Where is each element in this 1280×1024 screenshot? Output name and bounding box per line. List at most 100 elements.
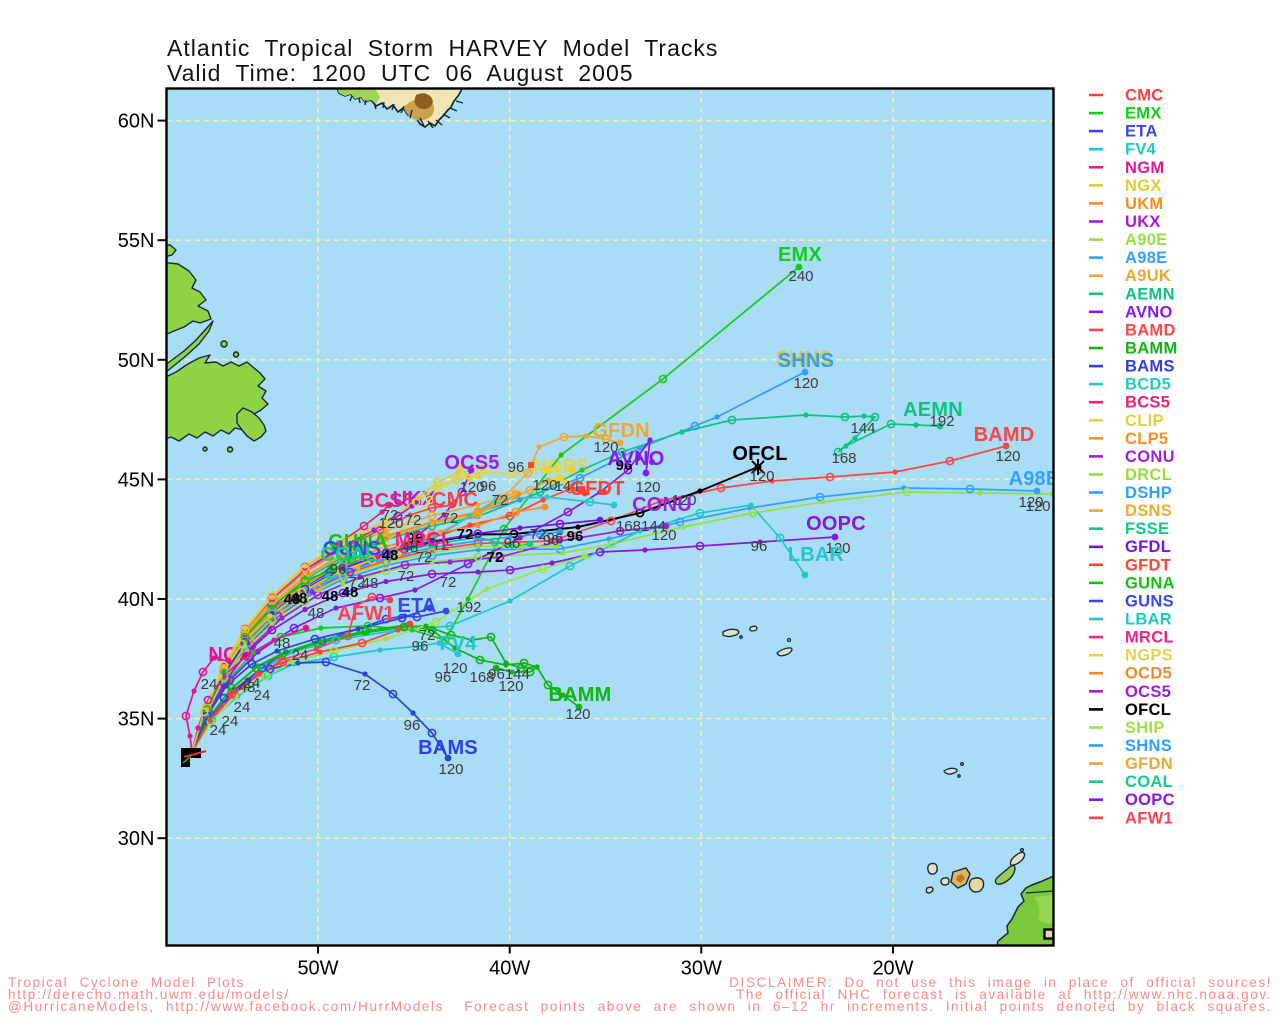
svg-text:24: 24 (254, 687, 271, 704)
svg-text:72: 72 (457, 526, 474, 543)
svg-text:BAMD: BAMD (1125, 321, 1176, 339)
svg-text:30W: 30W (681, 958, 722, 980)
svg-text:MRCL: MRCL (1125, 629, 1174, 647)
svg-text:http://derecho.math.uwm.edu/mo: http://derecho.math.uwm.edu/models/ (8, 987, 290, 1002)
svg-text:A9UK: A9UK (1125, 267, 1171, 285)
svg-text:120: 120 (793, 375, 818, 392)
svg-text:120: 120 (651, 527, 676, 544)
svg-text:96: 96 (508, 459, 525, 476)
svg-text:48: 48 (239, 679, 256, 696)
svg-text:A98E: A98E (1009, 468, 1060, 490)
svg-text:GFDT: GFDT (1125, 556, 1171, 574)
svg-text:BCD5: BCD5 (1125, 376, 1171, 394)
svg-text:DSHP: DSHP (1125, 484, 1172, 502)
svg-text:A98E: A98E (1125, 249, 1167, 267)
svg-text:72: 72 (382, 507, 399, 524)
svg-text:CMC: CMC (432, 489, 478, 511)
svg-text:CONU: CONU (632, 494, 692, 516)
svg-text:24: 24 (244, 675, 261, 692)
svg-text:Forecast points above are show: Forecast points above are shown in 6–12 … (464, 999, 1272, 1014)
svg-text:FV4: FV4 (1125, 141, 1157, 159)
svg-text:35N: 35N (118, 709, 155, 731)
svg-text:72: 72 (349, 574, 366, 591)
svg-text:40W: 40W (489, 958, 530, 980)
svg-text:GFDN: GFDN (592, 420, 649, 442)
svg-text:120: 120 (498, 678, 523, 695)
svg-text:GFDT: GFDT (569, 478, 624, 500)
svg-text:48: 48 (382, 547, 399, 564)
svg-text:120: 120 (459, 479, 484, 496)
svg-text:CONU: CONU (1125, 448, 1175, 466)
svg-text:AVNO: AVNO (1125, 303, 1173, 321)
svg-text:BAMD: BAMD (974, 424, 1035, 446)
svg-text:120: 120 (442, 660, 467, 677)
svg-text:SHNS: SHNS (776, 348, 832, 370)
svg-text:48: 48 (402, 539, 419, 556)
svg-text:AFW1: AFW1 (1125, 809, 1173, 827)
svg-text:GUNA: GUNA (1125, 574, 1175, 592)
svg-text:EMX: EMX (778, 244, 822, 266)
svg-text:GUNS: GUNS (1125, 593, 1174, 611)
svg-text:CLIP: CLIP (1125, 412, 1164, 430)
svg-text:96: 96 (543, 532, 560, 549)
svg-text:SHIP: SHIP (1125, 719, 1165, 737)
svg-text:72: 72 (416, 549, 433, 566)
svg-text:SHNS: SHNS (1125, 737, 1172, 755)
svg-text:168144: 168144 (616, 518, 666, 535)
svg-text:120: 120 (995, 448, 1020, 465)
svg-text:24: 24 (222, 713, 239, 730)
svg-text:SHNS: SHNS (778, 350, 834, 372)
svg-text:OFCL: OFCL (732, 443, 787, 465)
svg-text:FV4: FV4 (439, 633, 477, 655)
svg-text:72: 72 (440, 574, 457, 591)
svg-text:72: 72 (492, 492, 509, 509)
svg-text:Valid Time: 1200 UTC 06 August: Valid Time: 1200 UTC 06 August 2005 (167, 60, 634, 86)
svg-text:96144: 96144 (488, 666, 530, 683)
svg-text:96: 96 (751, 538, 768, 555)
svg-text:48: 48 (308, 605, 325, 622)
svg-text:COAL: COAL (1125, 773, 1173, 791)
svg-text:144: 144 (554, 478, 579, 495)
svg-text:EMX: EMX (1125, 105, 1162, 123)
svg-text:48: 48 (342, 584, 359, 601)
svg-text:AFW1: AFW1 (337, 603, 394, 625)
svg-text:72: 72 (405, 512, 422, 529)
svg-text:LBAR: LBAR (788, 544, 845, 566)
svg-text:30N: 30N (118, 828, 155, 850)
svg-text:120: 120 (749, 468, 774, 485)
svg-text:ETA: ETA (397, 595, 436, 617)
svg-text:40N: 40N (118, 589, 155, 611)
svg-text:BAMM: BAMM (1125, 340, 1178, 358)
svg-text:BAMS: BAMS (1125, 358, 1175, 376)
svg-text:CLP5: CLP5 (1125, 430, 1168, 448)
svg-text:AVNO: AVNO (607, 448, 664, 470)
svg-text:24: 24 (210, 722, 227, 739)
svg-text:120: 120 (565, 706, 590, 723)
svg-text:24: 24 (292, 647, 309, 664)
svg-text:120: 120 (438, 761, 463, 778)
svg-text:120: 120 (593, 439, 618, 456)
svg-text:GUNS: GUNS (323, 538, 382, 560)
svg-text:LBAR: LBAR (1125, 611, 1172, 629)
svg-text:168: 168 (831, 450, 856, 467)
svg-text:GFDN: GFDN (1125, 755, 1173, 773)
svg-text:168: 168 (469, 669, 494, 686)
svg-text:72: 72 (487, 549, 504, 566)
svg-text:UKX: UKX (1125, 213, 1161, 231)
svg-text:120: 120 (671, 492, 696, 509)
svg-text:COAL: COAL (320, 544, 377, 566)
svg-text:NGPS: NGPS (1125, 647, 1173, 665)
svg-text:96: 96 (480, 478, 497, 495)
svg-text:96: 96 (404, 717, 421, 734)
svg-text:BCS5: BCS5 (360, 490, 414, 512)
svg-text:96: 96 (567, 528, 584, 545)
svg-text:@HurricaneModels, http://www.f: @HurricaneModels, http://www.facebook.co… (8, 999, 444, 1014)
svg-text:120: 120 (1018, 494, 1043, 511)
svg-text:DISCLAIMER: Do not use this im: DISCLAIMER: Do not use this image in pla… (729, 975, 1272, 990)
svg-text:120: 120 (1025, 498, 1050, 515)
svg-text:MRCL: MRCL (395, 529, 454, 551)
svg-text:Tropical Cyclone Model Plots: Tropical Cyclone Model Plots (8, 975, 245, 990)
svg-text:192: 192 (456, 599, 481, 616)
svg-text:NGM: NGM (1125, 159, 1164, 177)
svg-text:24: 24 (201, 676, 218, 693)
